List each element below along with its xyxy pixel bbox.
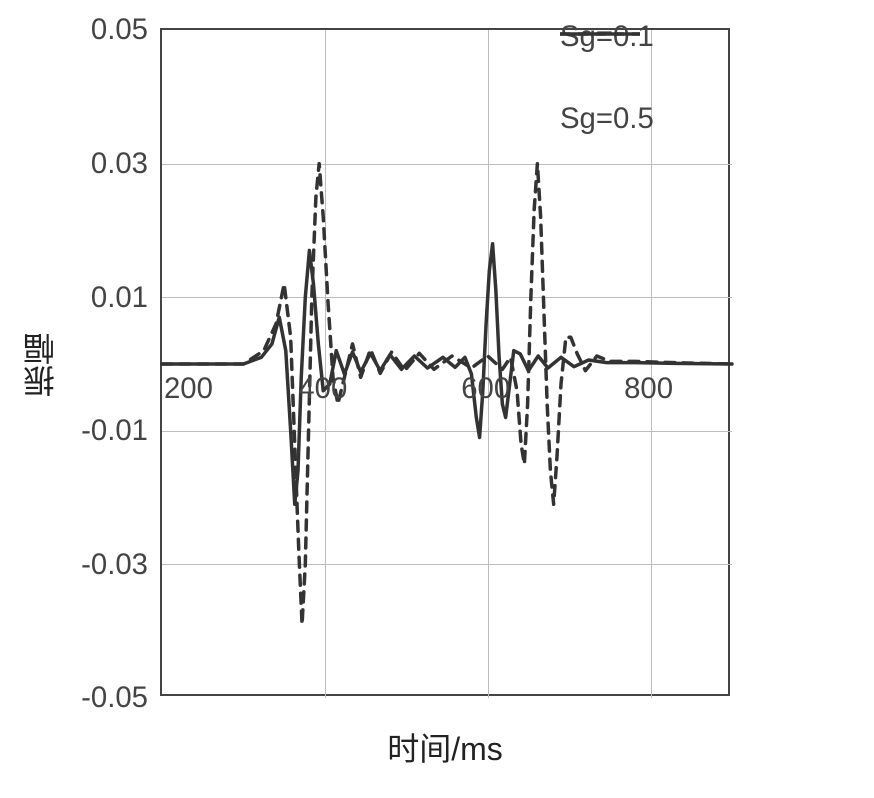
x-tick-label: 400 <box>278 372 368 406</box>
y-tick-label: 0.05 <box>10 13 148 47</box>
legend-row: Sg=0.5 <box>560 102 654 136</box>
x-tick-label: 200 <box>164 372 254 406</box>
x-axis-label: 时间/ms <box>335 724 555 770</box>
legend-label: Sg=0.5 <box>560 102 654 136</box>
legend: Sg=0.1Sg=0.5 <box>560 20 654 136</box>
chart-container: 振幅 时间/ms Sg=0.1Sg=0.5 -0.05-0.03-0.010.0… <box>0 0 874 798</box>
y-tick-label: -0.05 <box>10 681 148 715</box>
y-tick-label: 0.01 <box>10 281 148 315</box>
legend-swatch <box>560 20 640 50</box>
y-tick-label: -0.03 <box>10 548 148 582</box>
x-tick-label: 600 <box>441 372 531 406</box>
y-tick-label: -0.01 <box>10 414 148 448</box>
x-tick-label: 800 <box>604 372 694 406</box>
y-tick-label: 0.03 <box>10 147 148 181</box>
